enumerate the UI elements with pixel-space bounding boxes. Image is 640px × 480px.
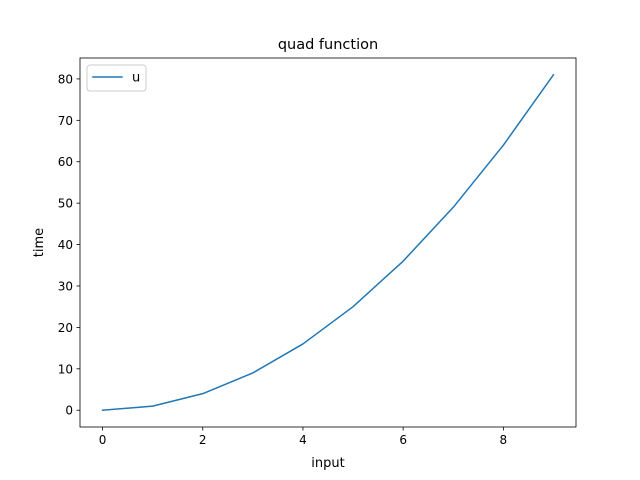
- x-tick-label: 8: [500, 433, 508, 447]
- plot-area: [80, 58, 576, 427]
- x-tick-label: 2: [199, 433, 207, 447]
- y-tick-label: 50: [58, 197, 73, 211]
- legend-box: [86, 64, 147, 92]
- x-tick-label: 6: [399, 433, 407, 447]
- legend-label: u: [132, 71, 140, 86]
- chart-title: quad function: [278, 37, 378, 53]
- series-line-u: [101, 73, 555, 412]
- legend: u: [86, 64, 147, 92]
- y-tick-label: 10: [58, 362, 73, 376]
- y-tick-label: 40: [58, 238, 73, 252]
- y-tick-label: 70: [58, 114, 73, 128]
- y-axis-ticks: 0 10 20 30 40 50 60 70 80: [58, 72, 80, 418]
- y-tick-label: 80: [58, 72, 73, 86]
- y-axis-label: time: [32, 228, 47, 257]
- plot-frame: [79, 57, 577, 428]
- y-tick-label: 60: [58, 155, 73, 169]
- y-tick-label: 0: [65, 404, 73, 418]
- x-axis-ticks: 0 2 4 6 8: [99, 427, 507, 447]
- x-tick-label: 4: [299, 433, 307, 447]
- y-tick-label: 30: [58, 279, 73, 293]
- x-tick-label: 0: [99, 433, 107, 447]
- x-axis-label: input: [311, 456, 344, 471]
- y-tick-label: 20: [58, 321, 73, 335]
- series-layer: [101, 73, 555, 412]
